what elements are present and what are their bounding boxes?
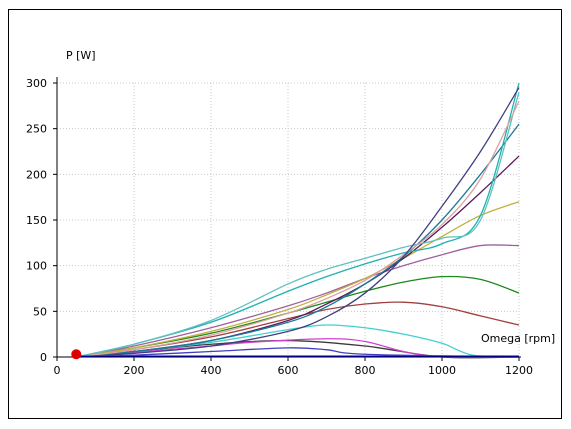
y-tick-label: 250: [26, 123, 47, 136]
y-axis-label: P [W]: [66, 49, 96, 62]
series-lines: [71, 82, 520, 360]
series-line-5: [76, 275, 520, 358]
x-axis-label: Omega [rpm]: [481, 332, 555, 345]
x-tick-label: 1200: [505, 364, 533, 377]
x-tick-label: 1000: [428, 364, 456, 377]
tick-labels: 0 200 400 600 800 1000 1200 0 50 100 150 200 250 300: [26, 77, 533, 377]
y-tick-label: 150: [26, 214, 47, 227]
operating-point-marker[interactable]: [71, 349, 82, 360]
series-line-12: [76, 100, 520, 358]
y-tick-label: 200: [26, 168, 47, 181]
series-line-8: [76, 155, 520, 358]
y-tick-label: 0: [40, 351, 47, 364]
series-line-7: [76, 201, 520, 358]
series-line-10: [76, 82, 520, 358]
x-tick-label: 200: [124, 364, 145, 377]
x-tick-label: 0: [54, 364, 61, 377]
series-line-13: [76, 87, 520, 358]
series-line-9: [76, 123, 520, 358]
chart-frame: [8, 9, 562, 419]
series-line-14: [76, 347, 520, 358]
y-tick-label: 300: [26, 77, 47, 90]
series-line-4: [76, 301, 520, 358]
x-tick-label: 600: [278, 364, 299, 377]
x-tick-label: 800: [355, 364, 376, 377]
y-tick-label: 100: [26, 260, 47, 273]
y-tick-label: 50: [33, 305, 47, 318]
x-tick-label: 400: [201, 364, 222, 377]
series-line-11: [76, 91, 520, 358]
series-line-6: [76, 244, 520, 358]
